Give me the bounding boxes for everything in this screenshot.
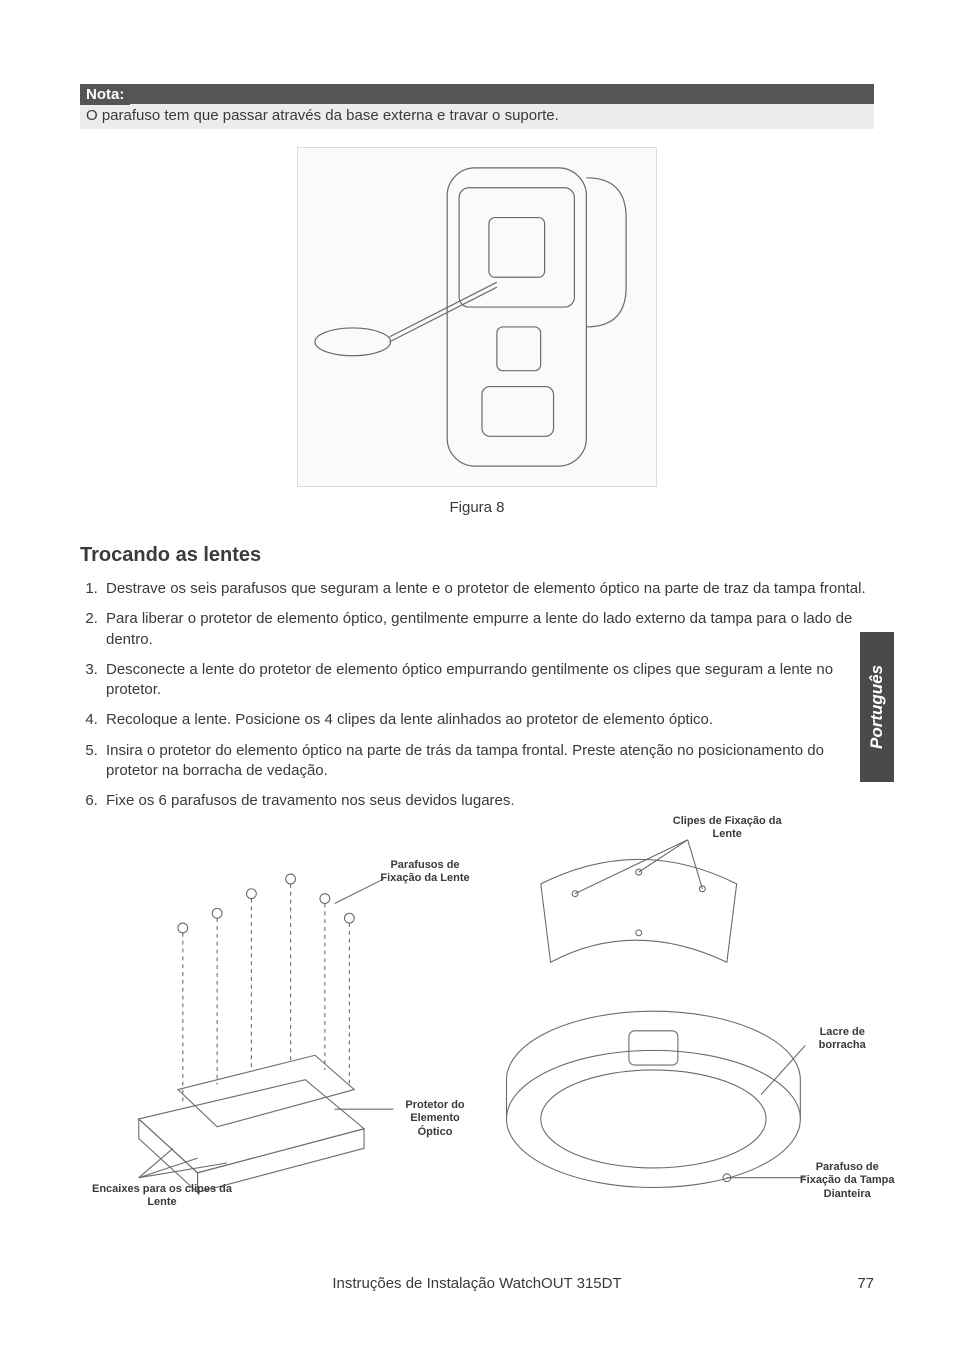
step-4: Recoloque a lente. Posicione os 4 clipes… <box>102 710 874 730</box>
callout-front-screw: Parafuso deFixação da TampaDianteira <box>792 1161 902 1201</box>
diagram-a: Parafusos deFixação da Lente Protetor do… <box>80 821 452 1221</box>
step-1: Destrave os seis parafusos que seguram a… <box>102 579 874 599</box>
section-title: Trocando as lentes <box>80 544 874 567</box>
callout-seal: Lacre deborracha <box>802 1026 882 1052</box>
note-label: Nota: <box>80 84 130 105</box>
callout-protector: Protetor do ElementoÓptico <box>380 1099 490 1139</box>
callout-screws: Parafusos deFixação da Lente <box>380 859 470 885</box>
callout-clips: Clipes de Fixação daLente <box>652 815 802 841</box>
steps-list: Destrave os seis parafusos que seguram a… <box>102 579 874 811</box>
note-text: O parafuso tem que passar através da bas… <box>80 104 874 129</box>
note-header-bar: Nota: <box>80 84 874 104</box>
figure-8-svg <box>298 148 656 486</box>
diagrams-row: Parafusos deFixação da Lente Protetor do… <box>80 821 874 1221</box>
step-6: Fixe os 6 parafusos de travamento nos se… <box>102 791 874 811</box>
language-side-tab: Português <box>860 632 894 782</box>
step-5: Insira o protetor do elemento óptico na … <box>102 741 874 782</box>
step-2: Para liberar o protetor de elemento ópti… <box>102 609 874 650</box>
callout-slots: Encaixes para os clipes daLente <box>72 1183 252 1209</box>
step-3: Desconecte a lente do protetor de elemen… <box>102 660 874 701</box>
figure-8-wrap: Figura 8 <box>80 147 874 516</box>
diagram-b: Clipes de Fixação daLente Lacre deborrac… <box>482 821 874 1221</box>
footer-page-number: 77 <box>834 1275 874 1292</box>
footer-title: Instruções de Instalação WatchOUT 315DT <box>120 1275 834 1292</box>
figure-8-caption: Figura 8 <box>80 499 874 516</box>
note-box: Nota: O parafuso tem que passar através … <box>80 84 874 129</box>
page-footer: Instruções de Instalação WatchOUT 315DT … <box>80 1275 874 1292</box>
figure-8-illustration <box>297 147 657 487</box>
